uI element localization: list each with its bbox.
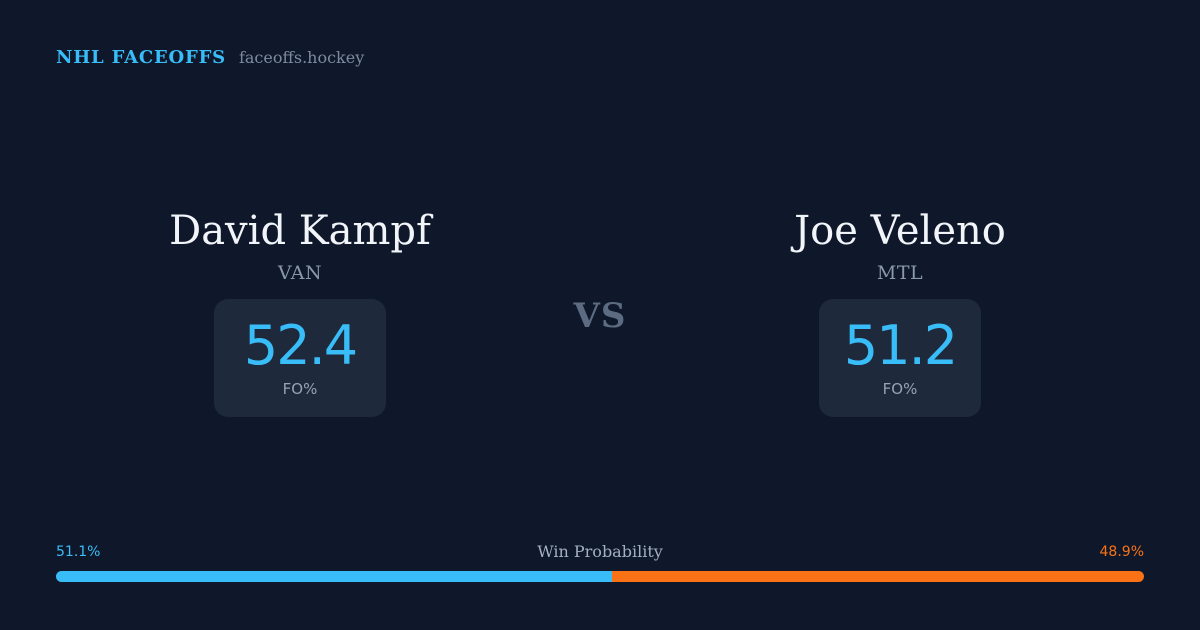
win-probability-right-label: 48.9%: [1099, 544, 1144, 560]
faceoff-percentage-value: 51.2: [843, 314, 958, 377]
versus-label: VS: [573, 296, 627, 336]
player-name: David Kampf: [169, 208, 431, 254]
win-probability-labels: 51.1% Win Probability 48.9%: [56, 542, 1144, 562]
faceoff-percentage-value: 52.4: [243, 314, 358, 377]
win-probability-bar-right: [611, 571, 1144, 582]
player-team: MTL: [876, 262, 924, 284]
win-probability-title: Win Probability: [537, 542, 663, 561]
win-probability-bar: [56, 571, 1144, 582]
brand-title[interactable]: NHL FACEOFFS: [56, 47, 226, 68]
faceoff-percentage-label: FO%: [282, 380, 318, 398]
win-probability-left-label: 51.1%: [56, 544, 101, 560]
win-probability-section: 51.1% Win Probability 48.9%: [56, 542, 1144, 582]
player-name: Joe Veleno: [794, 208, 1006, 254]
brand-header: NHL FACEOFFS faceoffs.hockey: [56, 47, 364, 68]
player-team: VAN: [277, 262, 323, 284]
player-card-right: Joe Veleno MTL 51.2 FO%: [670, 206, 1130, 417]
faceoff-stat-card: 51.2 FO%: [819, 299, 981, 417]
faceoff-percentage-label: FO%: [882, 380, 918, 398]
win-probability-bar-left: [56, 571, 612, 582]
player-card-left: David Kampf VAN 52.4 FO%: [70, 206, 530, 417]
brand-domain[interactable]: faceoffs.hockey: [238, 48, 365, 67]
faceoff-stat-card: 52.4 FO%: [214, 299, 386, 417]
